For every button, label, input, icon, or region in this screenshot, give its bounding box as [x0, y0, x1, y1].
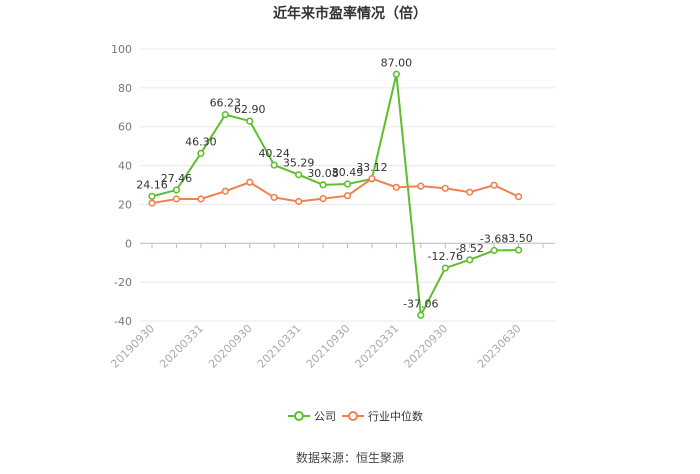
- data-label: -8.52: [455, 242, 483, 255]
- data-label: 46.30: [185, 135, 217, 148]
- x-tick-label: 20210331: [255, 322, 304, 371]
- data-label: -12.76: [428, 250, 463, 263]
- x-tick-label: 20220331: [353, 322, 402, 371]
- data-point-industry-median: [343, 192, 352, 200]
- legend-marker-company: [294, 411, 304, 421]
- y-tick-label: 40: [118, 160, 132, 173]
- data-point-industry-median: [392, 183, 400, 191]
- data-point-company: [221, 111, 229, 119]
- data-point-company: [417, 311, 425, 319]
- data-label: 33.12: [356, 161, 388, 174]
- data-point-company: [246, 117, 254, 125]
- y-tick-label: -40: [114, 315, 132, 328]
- x-tick-label: 20220930: [402, 322, 451, 371]
- x-tick-label: 20210930: [304, 322, 353, 371]
- data-label: 35.29: [283, 157, 315, 170]
- data-point-industry-median: [148, 199, 156, 207]
- data-label: 30.08: [307, 167, 339, 180]
- data-point-industry-median: [172, 195, 181, 203]
- data-point-company: [148, 192, 156, 200]
- data-point-company: [270, 161, 278, 169]
- y-tick-label: 20: [118, 198, 132, 211]
- data-point-company: [441, 264, 449, 272]
- x-tick-label: 20190930: [108, 322, 157, 371]
- data-point-industry-median: [319, 195, 327, 203]
- y-tick-label: 80: [118, 82, 132, 95]
- data-point-industry-median: [197, 195, 205, 203]
- data-point-industry-median: [295, 197, 303, 206]
- data-label: -37.06: [403, 297, 438, 310]
- legend-marker-industry-median: [348, 411, 358, 421]
- data-point-company: [343, 180, 352, 188]
- data-point-company: [514, 246, 523, 254]
- data-point-industry-median: [466, 188, 474, 196]
- data-label: 87.00: [381, 56, 413, 69]
- y-axis: -40 -20 0 20 40 60 80 100: [111, 43, 132, 328]
- series-line-company: [151, 74, 519, 319]
- data-point-industry-median: [441, 184, 449, 192]
- data-point-company: [319, 181, 327, 189]
- y-tick-label: 100: [111, 43, 132, 56]
- legend: 公司 行业中位数: [288, 409, 423, 423]
- series-layer: [148, 70, 523, 319]
- data-point-industry-median: [221, 187, 229, 195]
- x-tick-label: 20200930: [206, 322, 255, 371]
- data-point-company: [490, 246, 498, 255]
- chart-title: 近年来市盈率情况（倍）: [273, 6, 427, 22]
- data-point-industry-median: [514, 193, 523, 201]
- data-point-company: [466, 256, 474, 264]
- data-point-industry-median: [368, 174, 376, 183]
- data-label: 62.90: [234, 103, 266, 116]
- x-axis: 20190930 20200331 20200930 20210331 20210930…: [108, 243, 544, 371]
- data-point-company: [295, 171, 303, 179]
- data-label: 27.46: [161, 172, 193, 185]
- legend-label-company: 公司: [314, 410, 336, 423]
- y-tick-label: 60: [118, 121, 132, 134]
- x-tick-label: 20230630: [475, 322, 524, 371]
- data-point-industry-median: [417, 182, 425, 190]
- data-point-company: [197, 149, 205, 157]
- data-point-company: [392, 70, 400, 78]
- x-tick-label: 20200331: [157, 322, 206, 371]
- y-tick-label: 0: [125, 237, 132, 250]
- data-source: 数据来源：恒生聚源: [295, 451, 404, 465]
- data-point-industry-median: [270, 193, 278, 202]
- data-point-company: [172, 186, 181, 194]
- legend-label-industry-median: 行业中位数: [368, 409, 423, 423]
- data-label: 24.16: [136, 178, 168, 191]
- data-label: -3.50: [504, 232, 532, 245]
- data-label: 40.24: [258, 147, 290, 160]
- data-label: 30.49: [332, 166, 364, 179]
- data-point-industry-median: [490, 181, 498, 189]
- series-line-industry-median: [151, 177, 519, 205]
- data-label: 66.23: [210, 97, 242, 110]
- y-tick-label: -20: [114, 276, 132, 289]
- data-label: -3.68: [480, 232, 508, 245]
- data-point-industry-median: [246, 178, 254, 186]
